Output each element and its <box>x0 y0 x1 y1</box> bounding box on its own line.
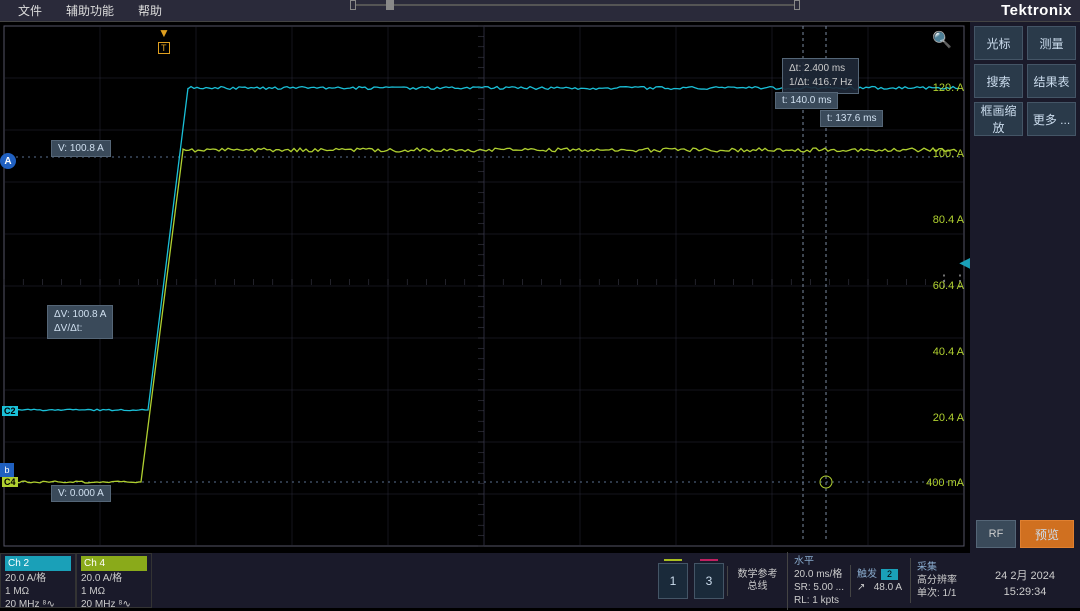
zoom-button[interactable]: 框画缩放 <box>974 102 1023 136</box>
time-label: 15:29:34 <box>976 585 1074 600</box>
cursor-t2-label[interactable]: t: 137.6 ms <box>820 110 883 127</box>
measure-button[interactable]: 测量 <box>1027 26 1076 60</box>
horiz-sr: SR: 5.00 ... <box>794 581 844 594</box>
yaxis-label: 80.4 A <box>933 214 964 226</box>
waveform-display[interactable]: ▼T 🔍 A b ◀ ⋮⋮ V: 100.8 A ΔV: 100.8 A ΔV/… <box>0 22 970 553</box>
acq-mode: 高分辨率 <box>917 574 964 587</box>
menu-accessibility[interactable]: 辅助功能 <box>54 0 126 22</box>
channel-ground-marker[interactable]: C2 <box>2 406 18 416</box>
date-label: 24 2月 2024 <box>976 569 1074 584</box>
horiz-scale: 20.0 ms/格 <box>794 568 844 581</box>
cursor-a-icon[interactable]: A <box>0 153 16 169</box>
math3-button[interactable]: 3 <box>694 563 724 599</box>
cursor-button[interactable]: 光标 <box>974 26 1023 60</box>
results-button[interactable]: 结果表 <box>1027 64 1076 98</box>
more-button[interactable]: 更多 ... <box>1027 102 1076 136</box>
brand-logo: Tektronix <box>1001 2 1072 19</box>
acq-single: 单次: 1/1 <box>917 587 964 600</box>
yaxis-label: 400 mA <box>926 477 964 489</box>
ch4-bw: 20 MHz ⁸∿ <box>81 598 147 611</box>
trigger-edge-icon: ↗ <box>857 582 865 593</box>
yaxis-label: 40.4 A <box>933 346 964 358</box>
horiz-rl: RL: 1 kpts <box>794 594 844 607</box>
trigger-level: 48.0 A <box>874 582 902 593</box>
acquisition-info[interactable]: 采集 高分辨率 单次: 1/1 <box>910 558 970 603</box>
rf-button[interactable]: RF <box>976 520 1016 548</box>
yaxis-label: 60.4 A <box>933 280 964 292</box>
yaxis-label: 20.4 A <box>933 412 964 424</box>
horizontal-info[interactable]: 水平 20.0 ms/格 SR: 5.00 ... RL: 1 kpts <box>787 552 850 610</box>
trigger-header: 触发 <box>857 569 877 580</box>
timeline-scroll[interactable] <box>350 0 800 10</box>
acq-header: 采集 <box>917 561 964 574</box>
trigger-info[interactable]: 触发 2 ↗ 48.0 A <box>850 565 910 597</box>
yaxis-label: 120. A <box>933 82 964 94</box>
menu-file[interactable]: 文件 <box>6 0 54 22</box>
ch4-imp: 1 MΩ <box>81 585 147 598</box>
ch2-scale: 20.0 A/格 <box>5 572 71 585</box>
cursor-v-a-label[interactable]: V: 100.8 A <box>51 140 111 157</box>
dv-line1: ΔV: 100.8 A <box>54 308 106 322</box>
math1-button[interactable]: 1 <box>658 563 688 599</box>
cursor-v-b-label[interactable]: V: 0.000 A <box>51 485 111 502</box>
trigger-source-badge: 2 <box>881 569 898 581</box>
ch2-info[interactable]: Ch 2 20.0 A/格 1 MΩ 20 MHz ⁸∿ <box>0 553 76 608</box>
ch2-header: Ch 2 <box>5 556 71 571</box>
trigger-level-icon[interactable]: ◀ <box>959 254 970 271</box>
horiz-header: 水平 <box>794 555 844 568</box>
search-button[interactable]: 搜索 <box>974 64 1023 98</box>
search-icon[interactable]: 🔍 <box>932 30 952 50</box>
yaxis-label: 100. A <box>933 148 964 160</box>
trigger-marker-icon: ▼T <box>158 26 170 54</box>
cursor-t1-label[interactable]: t: 140.0 ms <box>775 92 838 109</box>
dt-line1: Δt: 2.400 ms <box>789 62 852 76</box>
ch4-info[interactable]: Ch 4 20.0 A/格 1 MΩ 20 MHz ⁸∿ <box>76 553 152 608</box>
ch2-imp: 1 MΩ <box>5 585 71 598</box>
ch4-scale: 20.0 A/格 <box>81 572 147 585</box>
preview-button[interactable]: 预览 <box>1020 520 1074 548</box>
ch2-bw: 20 MHz ⁸∿ <box>5 598 71 611</box>
channel-ground-marker[interactable]: C4 <box>2 477 18 487</box>
cursor-b-icon[interactable]: b <box>0 463 14 477</box>
cursor-dv-box[interactable]: ΔV: 100.8 A ΔV/Δt: <box>47 305 113 339</box>
dv-line2: ΔV/Δt: <box>54 322 106 336</box>
math-ref-label[interactable]: 数学参考总线 <box>727 566 787 596</box>
menu-help[interactable]: 帮助 <box>126 0 174 22</box>
dt-line2: 1/Δt: 416.7 Hz <box>789 76 852 90</box>
ch4-header: Ch 4 <box>81 556 147 571</box>
cursor-dt-box[interactable]: Δt: 2.400 ms 1/Δt: 416.7 Hz <box>782 58 859 94</box>
